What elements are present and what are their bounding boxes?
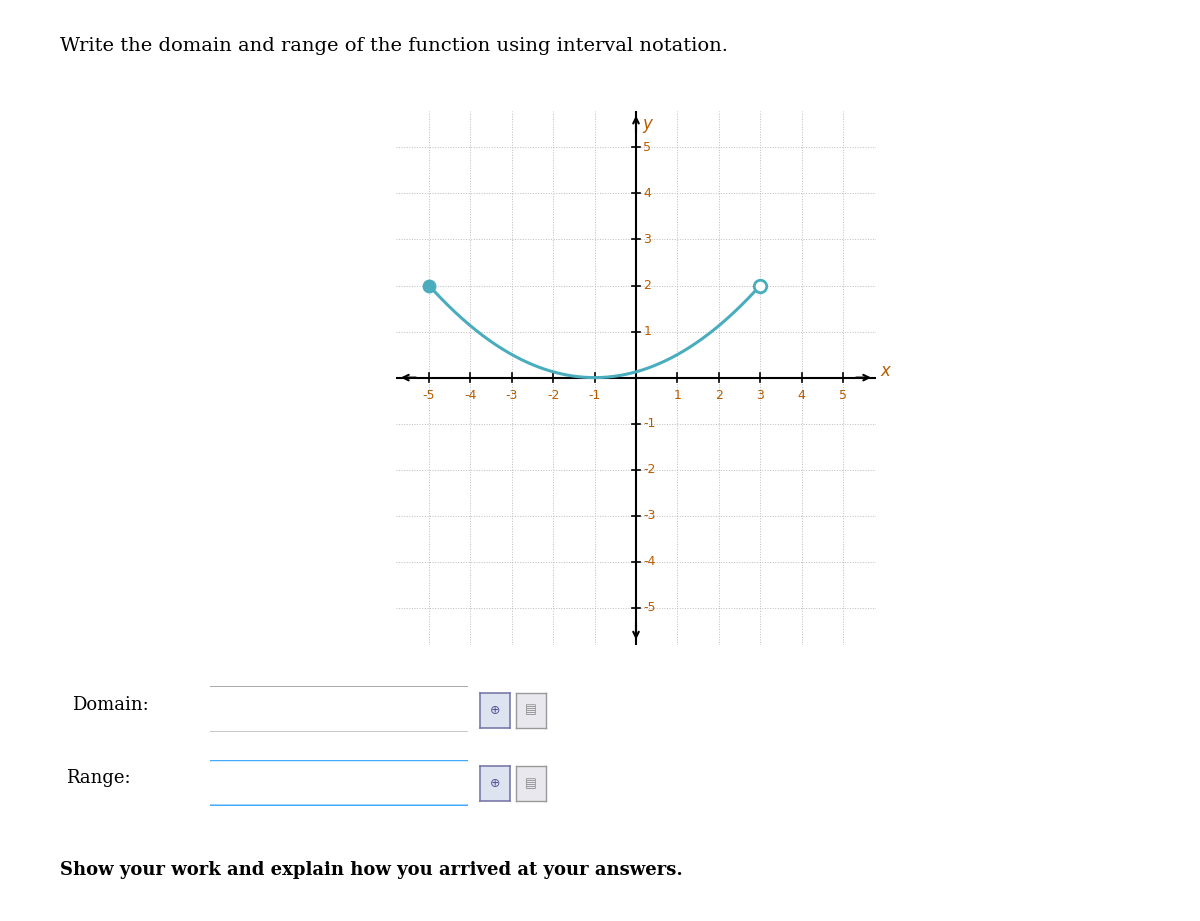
Text: ⊕: ⊕ (490, 704, 500, 717)
Text: -2: -2 (643, 463, 656, 476)
Text: Domain:: Domain: (72, 695, 149, 714)
Text: Show your work and explain how you arrived at your answers.: Show your work and explain how you arriv… (60, 861, 683, 880)
Text: 3: 3 (756, 389, 764, 402)
Text: -4: -4 (464, 389, 476, 402)
Text: -3: -3 (505, 389, 518, 402)
Text: 1: 1 (673, 389, 682, 402)
Text: -3: -3 (643, 509, 656, 522)
Text: 2: 2 (715, 389, 722, 402)
Text: -5: -5 (422, 389, 436, 402)
Text: 5: 5 (839, 389, 847, 402)
Text: 1: 1 (643, 325, 652, 338)
Text: -5: -5 (643, 601, 656, 614)
Text: -1: -1 (588, 389, 601, 402)
FancyBboxPatch shape (199, 686, 479, 732)
Text: Range:: Range: (66, 769, 131, 787)
Text: 5: 5 (643, 141, 652, 154)
Text: Write the domain and range of the function using interval notation.: Write the domain and range of the functi… (60, 37, 728, 55)
Text: ▤: ▤ (526, 777, 536, 790)
Text: ⊕: ⊕ (490, 777, 500, 790)
Text: 2: 2 (643, 279, 652, 292)
Text: -2: -2 (547, 389, 559, 402)
FancyBboxPatch shape (199, 760, 479, 806)
Text: -1: -1 (643, 417, 656, 430)
Text: 4: 4 (798, 389, 805, 402)
Text: 4: 4 (643, 187, 652, 200)
Text: -4: -4 (643, 555, 656, 568)
Text: y: y (642, 115, 652, 134)
Text: 3: 3 (643, 233, 652, 246)
Text: ▤: ▤ (526, 704, 536, 717)
Text: x: x (880, 362, 890, 379)
